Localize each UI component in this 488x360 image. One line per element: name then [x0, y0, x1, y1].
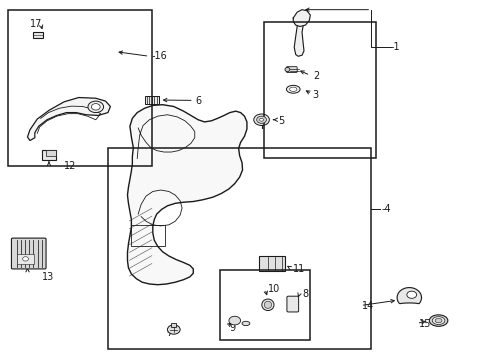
Ellipse shape	[88, 101, 103, 113]
Text: 15: 15	[418, 319, 430, 329]
Ellipse shape	[286, 85, 300, 93]
Text: 12: 12	[64, 161, 76, 171]
Text: 7: 7	[166, 328, 172, 338]
Circle shape	[259, 118, 263, 121]
Text: 9: 9	[228, 323, 235, 333]
Bar	[131, 225, 164, 246]
Text: 3: 3	[312, 90, 318, 100]
Text: 11: 11	[293, 264, 305, 274]
Text: 17: 17	[30, 19, 42, 29]
FancyBboxPatch shape	[33, 32, 43, 39]
Text: -16: -16	[152, 51, 167, 61]
Circle shape	[253, 114, 269, 126]
Bar	[8, 10, 152, 166]
Ellipse shape	[289, 87, 296, 91]
Ellipse shape	[264, 301, 271, 309]
Polygon shape	[27, 98, 110, 140]
Text: 6: 6	[195, 96, 202, 106]
Text: -4: -4	[380, 204, 390, 214]
Circle shape	[406, 291, 416, 298]
FancyBboxPatch shape	[171, 323, 176, 327]
Polygon shape	[396, 288, 421, 303]
Text: 5: 5	[278, 116, 285, 126]
Bar	[108, 148, 370, 348]
Ellipse shape	[285, 67, 289, 72]
Ellipse shape	[261, 299, 273, 311]
Bar	[264, 22, 375, 158]
Polygon shape	[293, 10, 310, 27]
Ellipse shape	[242, 321, 249, 325]
FancyBboxPatch shape	[145, 96, 158, 104]
FancyBboxPatch shape	[41, 150, 56, 159]
Bar	[220, 270, 310, 339]
Circle shape	[167, 325, 180, 334]
Circle shape	[256, 116, 266, 123]
Ellipse shape	[434, 319, 441, 323]
FancyBboxPatch shape	[17, 254, 34, 264]
Text: -1: -1	[390, 42, 400, 52]
FancyBboxPatch shape	[11, 238, 46, 269]
FancyBboxPatch shape	[286, 67, 297, 72]
Polygon shape	[294, 27, 304, 56]
Text: 2: 2	[312, 71, 318, 81]
Ellipse shape	[431, 317, 444, 324]
Circle shape	[228, 316, 240, 325]
FancyBboxPatch shape	[286, 296, 298, 312]
Polygon shape	[127, 105, 246, 285]
Text: 10: 10	[267, 284, 280, 294]
Ellipse shape	[91, 104, 100, 110]
Text: 8: 8	[302, 289, 307, 299]
Ellipse shape	[428, 315, 447, 326]
FancyBboxPatch shape	[258, 256, 285, 271]
Text: 14: 14	[361, 301, 373, 311]
FancyBboxPatch shape	[46, 150, 56, 156]
Circle shape	[22, 257, 28, 261]
Text: 13: 13	[42, 272, 54, 282]
